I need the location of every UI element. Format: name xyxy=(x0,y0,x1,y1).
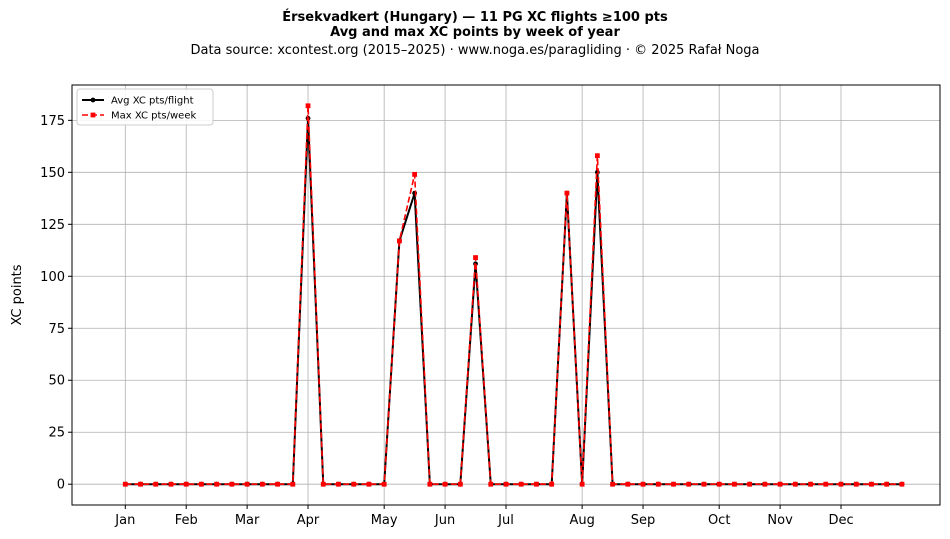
series-2-point xyxy=(473,255,478,260)
y-tick-label: 25 xyxy=(48,426,65,441)
series-2-point xyxy=(214,481,220,487)
series-2-point xyxy=(122,481,128,487)
series-2-point xyxy=(808,481,813,487)
y-axis-label: XC points xyxy=(10,264,25,325)
chart-subtitle: Data source: xcontest.org (2015–2025) · … xyxy=(190,43,760,58)
x-tick-label: Feb xyxy=(175,513,198,528)
x-tick-label: Jan xyxy=(114,513,135,528)
series-2-point xyxy=(549,481,555,487)
series-2-point xyxy=(183,481,189,487)
series-2-point xyxy=(838,481,844,487)
y-tick-label: 175 xyxy=(40,114,65,129)
x-tick-label: Nov xyxy=(767,513,793,528)
series-2-point xyxy=(229,481,235,487)
series-2-point xyxy=(594,153,600,159)
series-2-point xyxy=(442,481,448,487)
series-2-point xyxy=(366,481,372,487)
series-2-point xyxy=(168,481,174,487)
series-2-point xyxy=(701,481,707,487)
series-2-point xyxy=(534,481,539,487)
series-2-point xyxy=(351,481,357,487)
series-2-point xyxy=(320,481,326,487)
series-2-point xyxy=(488,481,494,487)
series-2-point xyxy=(853,481,859,487)
series-2-point xyxy=(899,481,905,487)
y-tick-label: 75 xyxy=(48,322,65,337)
series-2-point xyxy=(244,481,250,487)
series-2-point xyxy=(686,481,692,487)
series-2-point xyxy=(138,481,143,487)
series-2-point xyxy=(153,481,159,487)
series-2-point xyxy=(640,481,646,487)
series-2-point xyxy=(716,481,722,487)
y-tick-label: 100 xyxy=(40,270,65,285)
series-2-point xyxy=(518,481,524,487)
x-tick-label: Oct xyxy=(708,513,730,528)
series-2-point xyxy=(747,481,753,487)
y-tick-label: 50 xyxy=(48,374,65,389)
series-2-point xyxy=(199,481,204,487)
series-2-point xyxy=(412,172,418,177)
legend-box xyxy=(76,88,214,126)
y-tick-label: 150 xyxy=(40,166,65,181)
series-2-point xyxy=(655,481,661,487)
series-2-point xyxy=(564,190,570,196)
series-2-point xyxy=(762,481,768,487)
series-2-point xyxy=(275,481,280,487)
series-2-point xyxy=(823,481,829,487)
series-2-point xyxy=(503,481,509,487)
series-2-point xyxy=(305,103,311,109)
x-tick-label: Jul xyxy=(497,513,514,528)
series-2-point xyxy=(427,481,433,487)
x-tick-label: Jun xyxy=(434,513,455,528)
series-2-point xyxy=(290,481,296,487)
series-2-point xyxy=(884,481,890,487)
x-tick-label: Dec xyxy=(828,513,853,528)
series-line-1 xyxy=(125,117,902,486)
tick-layer: 0 25 50 75 100 125 150 175 Jan Feb Mar Apr May Jun Jul… xyxy=(40,114,853,528)
series-2-point xyxy=(381,481,387,487)
series-2-point xyxy=(259,481,265,487)
x-tick-label: Sep xyxy=(631,513,656,528)
series-2-point xyxy=(336,481,341,487)
y-tick-label: 125 xyxy=(40,218,65,233)
legend-marker-1 xyxy=(90,97,96,103)
series-2-point xyxy=(777,481,783,487)
series-2-point xyxy=(792,481,798,487)
series-layer xyxy=(122,103,905,487)
x-tick-label: Mar xyxy=(235,513,260,528)
legend-label-1: Avg XC pts/flight xyxy=(111,96,194,107)
series-2-point xyxy=(671,481,676,487)
legend-label-2: Max XC pts/week xyxy=(111,111,196,122)
chart-title: Érsekvadkert (Hungary) — 11 PG XC flight… xyxy=(282,10,668,25)
y-tick-label: 0 xyxy=(57,478,65,493)
series-2-point xyxy=(732,481,737,487)
series-2-point xyxy=(625,481,631,487)
grid-layer xyxy=(72,85,940,505)
x-tick-label: May xyxy=(371,513,398,528)
x-tick-label: Apr xyxy=(297,513,320,528)
series-2-point xyxy=(610,481,615,487)
series-2-point xyxy=(869,481,874,487)
series-2-point xyxy=(579,481,585,487)
x-tick-label: Aug xyxy=(569,513,594,528)
series-2-point xyxy=(457,481,463,487)
legend-marker-2 xyxy=(90,112,96,118)
chart-title-line-2: Avg and max XC points by week of year xyxy=(330,25,620,40)
legend: Avg XC pts/flight Max XC pts/week xyxy=(76,88,214,126)
series-line-2 xyxy=(125,104,902,486)
series-2-point xyxy=(397,238,402,244)
